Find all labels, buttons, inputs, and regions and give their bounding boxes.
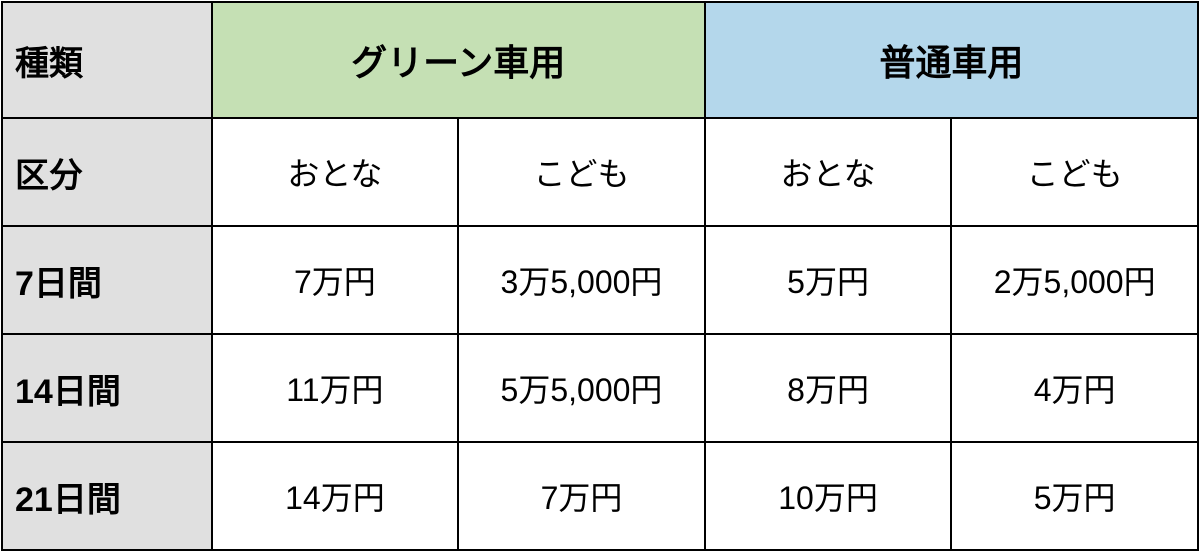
price-cell: 8万円 [705, 334, 952, 442]
duration-7-label: 7日間 [2, 226, 212, 334]
pricing-table: 種類 グリーン車用 普通車用 区分 おとな こども おとな こども 7日間 7万… [1, 1, 1199, 551]
normal-car-header: 普通車用 [705, 2, 1198, 118]
price-cell: 11万円 [212, 334, 459, 442]
price-cell: 5万5,000円 [458, 334, 705, 442]
price-cell: 10万円 [705, 442, 952, 550]
price-cell: 2万5,000円 [951, 226, 1198, 334]
price-cell: 4万円 [951, 334, 1198, 442]
table-header-row: 種類 グリーン車用 普通車用 [2, 2, 1198, 118]
price-cell: 14万円 [212, 442, 459, 550]
green-child-label: こども [458, 118, 705, 226]
price-cell: 3万5,000円 [458, 226, 705, 334]
normal-adult-label: おとな [705, 118, 952, 226]
price-cell: 5万円 [951, 442, 1198, 550]
category-label: 区分 [2, 118, 212, 226]
table-row: 21日間 14万円 7万円 10万円 5万円 [2, 442, 1198, 550]
category-row: 区分 おとな こども おとな こども [2, 118, 1198, 226]
price-cell: 5万円 [705, 226, 952, 334]
green-adult-label: おとな [212, 118, 459, 226]
price-cell: 7万円 [458, 442, 705, 550]
table-row: 7日間 7万円 3万5,000円 5万円 2万5,000円 [2, 226, 1198, 334]
duration-21-label: 21日間 [2, 442, 212, 550]
price-cell: 7万円 [212, 226, 459, 334]
table-row: 14日間 11万円 5万5,000円 8万円 4万円 [2, 334, 1198, 442]
type-header: 種類 [2, 2, 212, 118]
green-car-header: グリーン車用 [212, 2, 705, 118]
duration-14-label: 14日間 [2, 334, 212, 442]
normal-child-label: こども [951, 118, 1198, 226]
